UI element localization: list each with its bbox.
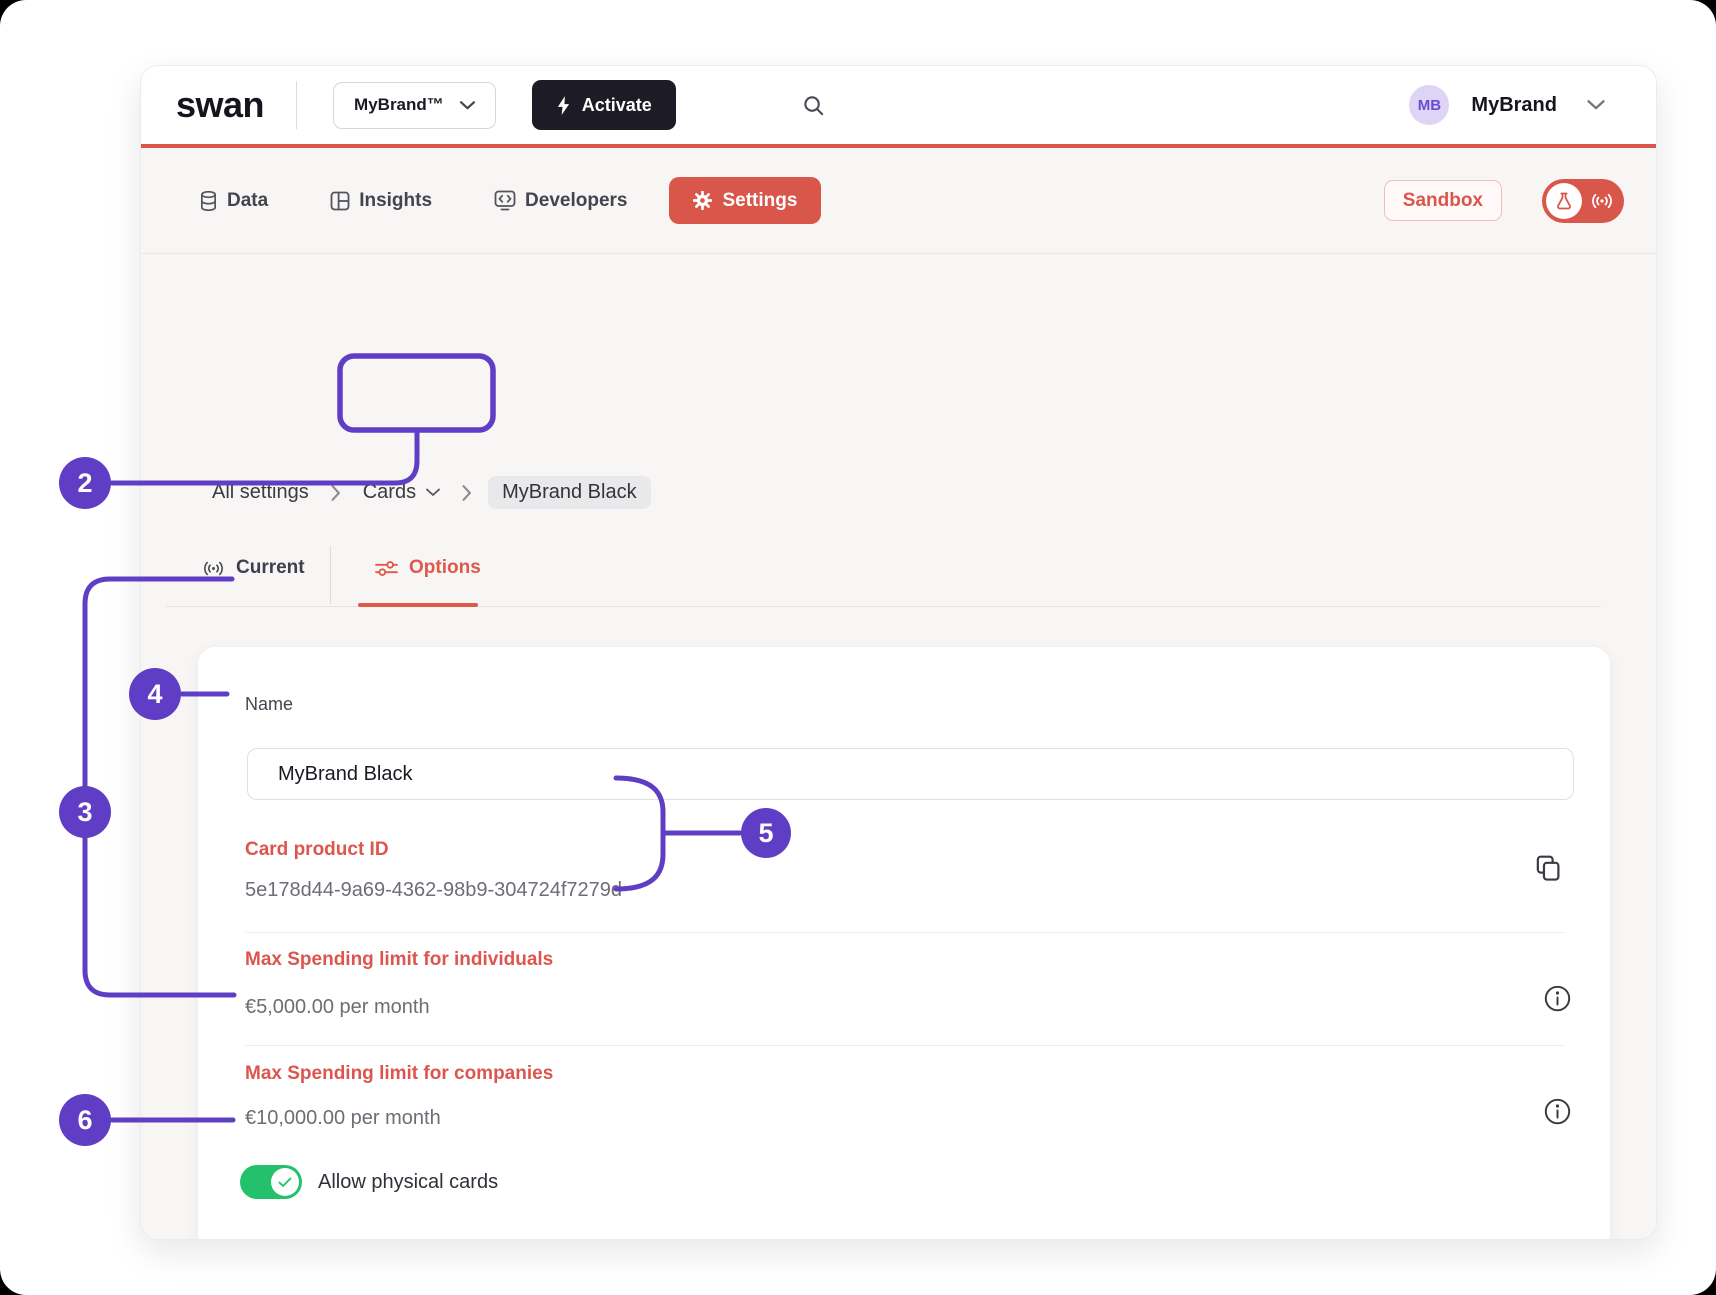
- check-icon: [278, 1177, 292, 1188]
- breadcrumb: All settings Cards MyBrand Black: [206, 476, 651, 509]
- main-nav: Data Insights Developers: [141, 148, 1656, 254]
- nav-item-label: Developers: [525, 189, 628, 211]
- sliders-icon: [375, 560, 398, 577]
- gear-icon: [693, 191, 713, 210]
- copy-icon: [1534, 853, 1562, 883]
- project-selector-dropdown[interactable]: MyBrand™: [333, 81, 496, 129]
- field-divider: [245, 932, 1565, 933]
- nav-item-settings-active[interactable]: Settings: [669, 177, 822, 224]
- chevron-right-icon: [462, 484, 472, 501]
- annotation-badge-3: 3: [59, 786, 111, 838]
- sandbox-badge[interactable]: Sandbox: [1383, 180, 1502, 221]
- nav-item-data[interactable]: Data: [193, 189, 274, 213]
- tab-label: Current: [236, 557, 305, 578]
- annotation-badge-2: 2: [59, 457, 111, 509]
- nav-item-label: Insights: [359, 189, 433, 211]
- card-product-id-value: 5e178d44-9a69-4362-98b9-304724f7279d: [245, 879, 623, 901]
- account-name: MyBrand: [1471, 93, 1557, 116]
- code-window-icon: [494, 190, 516, 211]
- limit-individuals-value: €5,000.00 per month: [245, 996, 430, 1018]
- breadcrumb-all-settings[interactable]: All settings: [206, 480, 315, 505]
- sandbox-label: Sandbox: [1402, 189, 1483, 211]
- toggle-knob: [271, 1168, 299, 1196]
- swan-logo: swan: [176, 84, 265, 125]
- allow-physical-cards-toggle[interactable]: [240, 1165, 302, 1199]
- chevron-down-icon: [426, 488, 440, 497]
- tab-current[interactable]: Current: [196, 556, 311, 580]
- card-product-id-label: Card product ID: [245, 839, 389, 860]
- search-button[interactable]: [796, 93, 831, 118]
- activate-button[interactable]: Activate: [531, 80, 676, 130]
- copy-button[interactable]: [1534, 853, 1562, 883]
- breadcrumb-label: Cards: [362, 481, 417, 503]
- chevron-right-icon: [331, 484, 341, 501]
- top-header: swan MyBrand™ Activate: [141, 66, 1656, 144]
- annotation-badge-6: 6: [59, 1094, 111, 1146]
- chevron-down-icon: [1587, 100, 1605, 110]
- card-product-options-panel: Name Card product ID 5e178d44-9a69-4362-…: [197, 646, 1611, 1239]
- info-icon: [1543, 984, 1572, 1013]
- signal-icon: [202, 561, 225, 576]
- activate-label: Activate: [581, 94, 652, 115]
- tab-options-active[interactable]: Options: [369, 556, 487, 580]
- header-accent-line: [141, 144, 1656, 148]
- nav-item-developers[interactable]: Developers: [488, 189, 633, 213]
- swan-dashboard-window: swan MyBrand™ Activate: [140, 65, 1657, 1240]
- info-button-individuals[interactable]: [1543, 984, 1572, 1013]
- nav-item-label: Settings: [722, 189, 798, 211]
- info-icon: [1543, 1097, 1572, 1126]
- limit-individuals-label: Max Spending limit for individuals: [245, 949, 554, 970]
- breadcrumb-label: All settings: [212, 481, 309, 503]
- limit-companies-label: Max Spending limit for companies: [245, 1063, 554, 1084]
- mode-toggle-knob: [1546, 182, 1582, 219]
- tab-label: Options: [409, 557, 481, 578]
- database-icon: [199, 190, 218, 212]
- avatar: MB: [1409, 85, 1450, 125]
- tabs-bottom-border: [166, 606, 1601, 607]
- field-divider: [245, 1045, 1565, 1046]
- chevron-down-icon: [459, 100, 475, 110]
- annotation-badge-4: 4: [129, 668, 181, 720]
- active-tab-underline: [358, 603, 478, 607]
- tab-separator: [330, 546, 331, 604]
- breadcrumb-cards-dropdown[interactable]: Cards: [357, 480, 446, 505]
- lightning-bolt-icon: [556, 95, 571, 116]
- settings-content-area: All settings Cards MyBrand Black: [141, 254, 1656, 1239]
- flask-icon: [1554, 191, 1574, 211]
- nav-item-insights[interactable]: Insights: [324, 189, 438, 213]
- annotation-badge-5: 5: [741, 808, 791, 858]
- info-button-companies[interactable]: [1543, 1097, 1572, 1126]
- board-icon: [330, 191, 350, 211]
- nav-item-label: Data: [227, 189, 269, 211]
- name-field-label: Name: [245, 694, 294, 714]
- search-icon: [802, 94, 825, 117]
- account-menu[interactable]: MB MyBrand: [1403, 84, 1611, 126]
- name-input[interactable]: [247, 748, 1574, 800]
- breadcrumb-current-page: MyBrand Black: [488, 476, 651, 509]
- header-divider: [296, 81, 298, 129]
- live-signal-icon: [1590, 193, 1614, 209]
- allow-physical-cards-label: Allow physical cards: [318, 1171, 499, 1193]
- project-selector-label: MyBrand™: [354, 95, 444, 114]
- environment-mode-toggle[interactable]: [1542, 178, 1624, 223]
- limit-companies-value: €10,000.00 per month: [245, 1107, 441, 1129]
